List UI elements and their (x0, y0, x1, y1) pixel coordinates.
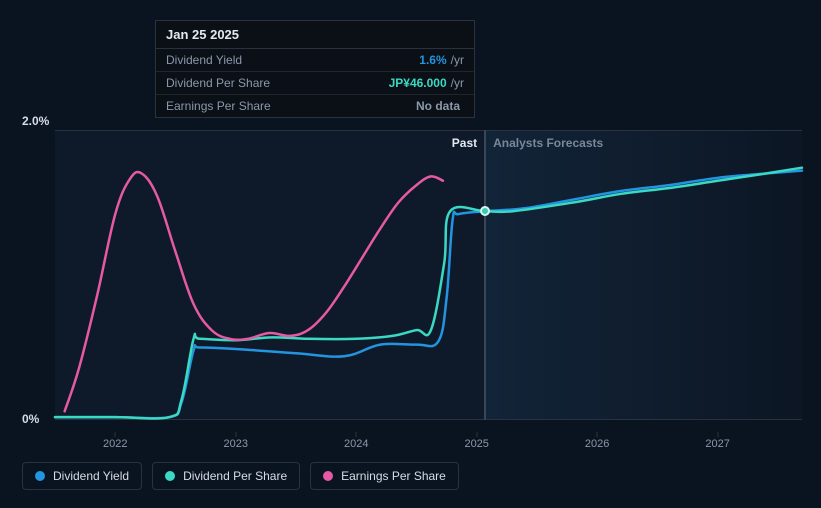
legend-item[interactable]: Dividend Yield (22, 462, 142, 490)
x-tick-label: 2022 (103, 438, 127, 450)
x-tick-label: 2024 (344, 438, 368, 450)
legend-swatch (35, 471, 45, 481)
chart-tooltip: Jan 25 2025 Dividend Yield1.6%/yrDividen… (155, 20, 475, 118)
tooltip-row-label: Earnings Per Share (166, 99, 416, 113)
x-tick-mark (115, 432, 116, 437)
tooltip-row-unit: /yr (451, 76, 464, 90)
legend-swatch (165, 471, 175, 481)
series-line-dividend_per_share (55, 168, 802, 419)
series-line-earnings_per_share (65, 172, 443, 411)
legend-item[interactable]: Dividend Per Share (152, 462, 300, 490)
chart-legend: Dividend Yield Dividend Per Share Earnings… (22, 462, 459, 490)
tooltip-row-unit: /yr (451, 53, 464, 67)
tooltip-row: Earnings Per ShareNo data (156, 95, 474, 117)
tooltip-row-label: Dividend Per Share (166, 76, 389, 90)
x-tick-mark (597, 432, 598, 437)
tooltip-row: Dividend Per ShareJP¥46.000/yr (156, 72, 474, 95)
x-tick-label: 2026 (585, 438, 609, 450)
series-line-dividend_yield (55, 171, 802, 419)
chart-plot-area[interactable]: Past Analysts Forecasts (55, 130, 802, 420)
tooltip-row-value: JP¥46.000 (389, 76, 447, 90)
tooltip-row: Dividend Yield1.6% /yr (156, 49, 474, 72)
x-tick-label: 2025 (464, 438, 488, 450)
y-axis-label-min: 0% (22, 412, 39, 426)
legend-swatch (323, 471, 333, 481)
y-axis-label-max: 2.0% (22, 114, 49, 128)
tooltip-date: Jan 25 2025 (156, 21, 474, 49)
x-tick-label: 2023 (223, 438, 247, 450)
x-tick-label: 2027 (705, 438, 729, 450)
legend-label: Dividend Yield (53, 469, 129, 483)
tooltip-row-label: Dividend Yield (166, 53, 419, 67)
x-tick-mark (476, 432, 477, 437)
x-tick-mark (717, 432, 718, 437)
tooltip-row-value: No data (416, 99, 460, 113)
tooltip-row-value: 1.6% (419, 53, 446, 67)
x-axis: 2022 2023 2024 2025 2026 2027 (55, 432, 802, 452)
legend-item[interactable]: Earnings Per Share (310, 462, 459, 490)
dividend-chart: Past Analysts Forecasts 2.0% 0% 2022 2023… (0, 0, 821, 508)
legend-label: Earnings Per Share (341, 469, 446, 483)
x-tick-mark (235, 432, 236, 437)
hover-marker (480, 206, 490, 216)
x-tick-mark (356, 432, 357, 437)
legend-label: Dividend Per Share (183, 469, 287, 483)
chart-lines-svg (55, 130, 802, 420)
